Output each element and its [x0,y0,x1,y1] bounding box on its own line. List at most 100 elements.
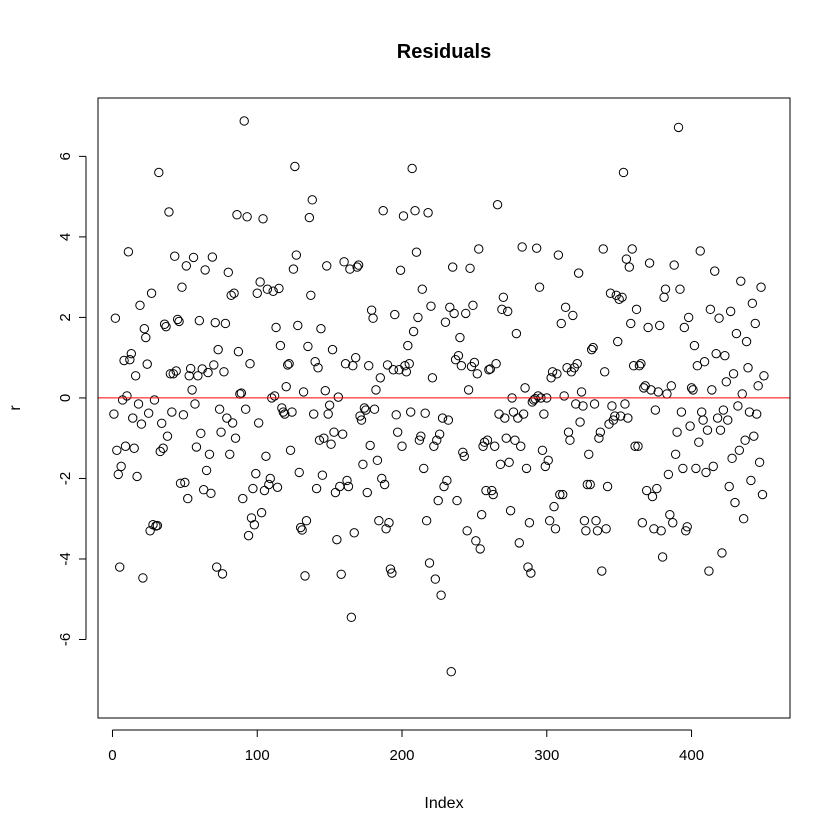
data-point [203,367,213,378]
plot-frame [97,97,791,719]
data-point [510,435,520,445]
data-point [468,300,478,311]
data-point [145,526,155,536]
data-point [259,485,270,496]
data-point [634,361,645,371]
data-point [126,348,136,359]
data-point [172,314,183,325]
data-point [220,318,231,329]
x-tick-label: 0 [108,747,116,764]
data-point [130,371,141,381]
data-point [552,369,562,379]
data-point [261,451,271,462]
data-point [300,571,310,581]
data-point [164,207,174,217]
data-point [355,411,365,421]
data-point [132,471,142,482]
data-point [588,342,598,353]
data-point [359,403,370,413]
data-point [725,306,736,317]
data-point [233,346,244,357]
data-point [559,391,569,401]
data-point [714,313,724,323]
data-point [317,470,328,480]
data-point [663,469,674,480]
data-point [675,284,685,294]
data-point [369,404,380,414]
data-point [333,392,344,402]
data-point [721,377,732,387]
data-point [644,258,655,268]
data-point [573,268,584,278]
data-point [599,367,610,377]
data-point [297,525,307,535]
data-point [501,433,511,443]
data-point [368,313,378,323]
data-point [459,451,469,462]
data-point [301,516,312,526]
data-point [340,359,351,369]
data-point [239,116,249,126]
data-point [526,568,536,578]
data-point [294,467,304,478]
data-point [495,459,506,470]
data-point [660,284,671,294]
data-point [161,321,171,332]
data-point [623,413,633,423]
data-point [565,435,575,445]
data-point [617,292,627,302]
data-point [185,363,196,374]
data-point [630,441,640,451]
data-point [398,211,409,221]
data-point [500,413,510,423]
data-point [290,161,300,172]
data-point [478,441,488,451]
data-point [350,352,361,363]
data-point [710,266,720,276]
data-point [133,399,144,409]
data-point [670,449,681,459]
data-point [452,495,462,506]
data-point [414,435,425,445]
chart-title: Residuals [397,41,491,63]
data-point [190,399,200,409]
data-point [702,425,713,435]
data-point [705,304,716,315]
data-point [492,199,503,210]
data-point [620,399,630,409]
data-point [572,359,582,369]
data-point [388,365,399,375]
data-point [439,481,449,492]
data-point [553,250,564,260]
data-point [406,407,416,417]
data-point [316,323,326,334]
data-point [391,410,401,420]
data-point [167,407,177,417]
data-point [183,493,193,504]
data-point [691,463,701,474]
data-point [481,485,491,496]
data-point [206,488,216,499]
data-point [374,516,384,526]
data-point [489,441,500,451]
data-point [382,360,393,370]
data-point [530,394,540,404]
data-point [750,318,760,329]
data-point [229,288,239,298]
data-point [524,518,535,528]
data-point [322,261,332,271]
data-point [734,445,745,455]
data-point [740,435,750,445]
data-point [626,318,636,329]
data-point [647,491,658,502]
data-point [207,252,218,262]
data-point [592,526,603,536]
data-point [686,383,697,393]
data-point [246,513,257,523]
data-point [704,566,714,576]
data-point [268,286,278,296]
data-point [327,344,338,355]
data-point [601,524,611,534]
data-point [615,411,626,421]
